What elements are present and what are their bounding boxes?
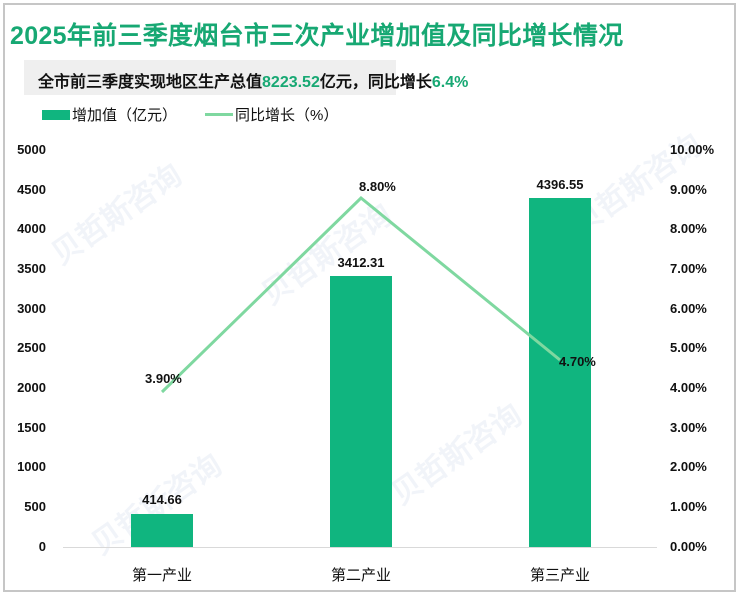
y-right-tick: 9.00%: [670, 182, 707, 197]
y-left-tick: 2000: [17, 380, 46, 395]
gdp-value: 8223.52: [262, 74, 320, 91]
legend-line-label: 同比增长（%）: [235, 107, 339, 124]
line-value-label: 8.80%: [359, 179, 396, 194]
y-left-tick: 3500: [17, 261, 46, 276]
bar-tertiary-industry[interactable]: [529, 198, 591, 547]
y-right-tick: 1.00%: [670, 499, 707, 514]
y-left-tick: 500: [24, 499, 46, 514]
y-right-tick: 5.00%: [670, 340, 707, 355]
legend: 增加值（亿元） 同比增长（%）: [42, 104, 338, 125]
y-right-tick: 10.00%: [670, 142, 715, 157]
line-value-label: 3.90%: [145, 371, 182, 386]
y-left-tick: 2500: [17, 340, 46, 355]
y-left-tick: 3000: [17, 301, 46, 316]
y-left-tick: 1500: [17, 420, 46, 435]
y-right-tick: 4.00%: [670, 380, 707, 395]
legend-line-swatch: [205, 113, 234, 116]
y-right-tick: 6.00%: [670, 301, 707, 316]
bar-value-label: 3412.31: [337, 255, 385, 270]
legend-bar-swatch: [42, 109, 70, 120]
legend-bar-label: 增加值（亿元）: [72, 107, 178, 124]
y-left-tick: 4500: [17, 182, 46, 197]
y-left-tick: 0: [38, 539, 46, 554]
x-axis-label: 第一产业: [131, 567, 192, 584]
x-axis-label: 第二产业: [330, 567, 391, 584]
line-value-label: 4.70%: [559, 354, 596, 369]
chart-title: 2025年前三季度烟台市三次产业增加值及同比增长情况: [10, 22, 624, 50]
x-axis-line: [63, 547, 657, 548]
y-left-tick: 5000: [17, 142, 46, 157]
x-axis-label: 第三产业: [529, 567, 590, 584]
growth-value: 6.4%: [431, 74, 469, 91]
bar-value-label: 4396.55: [536, 177, 584, 192]
y-left-tick: 4000: [17, 221, 46, 236]
subtitle-mid: 亿元，同比增长: [319, 74, 432, 91]
y-right-tick: 8.00%: [670, 221, 707, 236]
bar-value-label: 414.66: [142, 492, 182, 507]
growth-line: [160, 195, 561, 394]
bar-primary-industry[interactable]: [131, 514, 193, 547]
y-left-tick: 1000: [17, 459, 46, 474]
y-right-tick: 7.00%: [670, 261, 707, 276]
subtitle-prefix: 全市前三季度实现地区生产总值: [38, 74, 263, 91]
bar-secondary-industry[interactable]: [330, 276, 392, 547]
subtitle: 全市前三季度实现地区生产总值8223.52亿元，同比增长6.4%: [38, 68, 468, 92]
y-right-tick: 2.00%: [670, 459, 707, 474]
y-right-tick: 0.00%: [670, 539, 707, 554]
y-right-tick: 3.00%: [670, 420, 707, 435]
subtitle-box: 全市前三季度实现地区生产总值8223.52亿元，同比增长6.4%: [24, 60, 468, 95]
